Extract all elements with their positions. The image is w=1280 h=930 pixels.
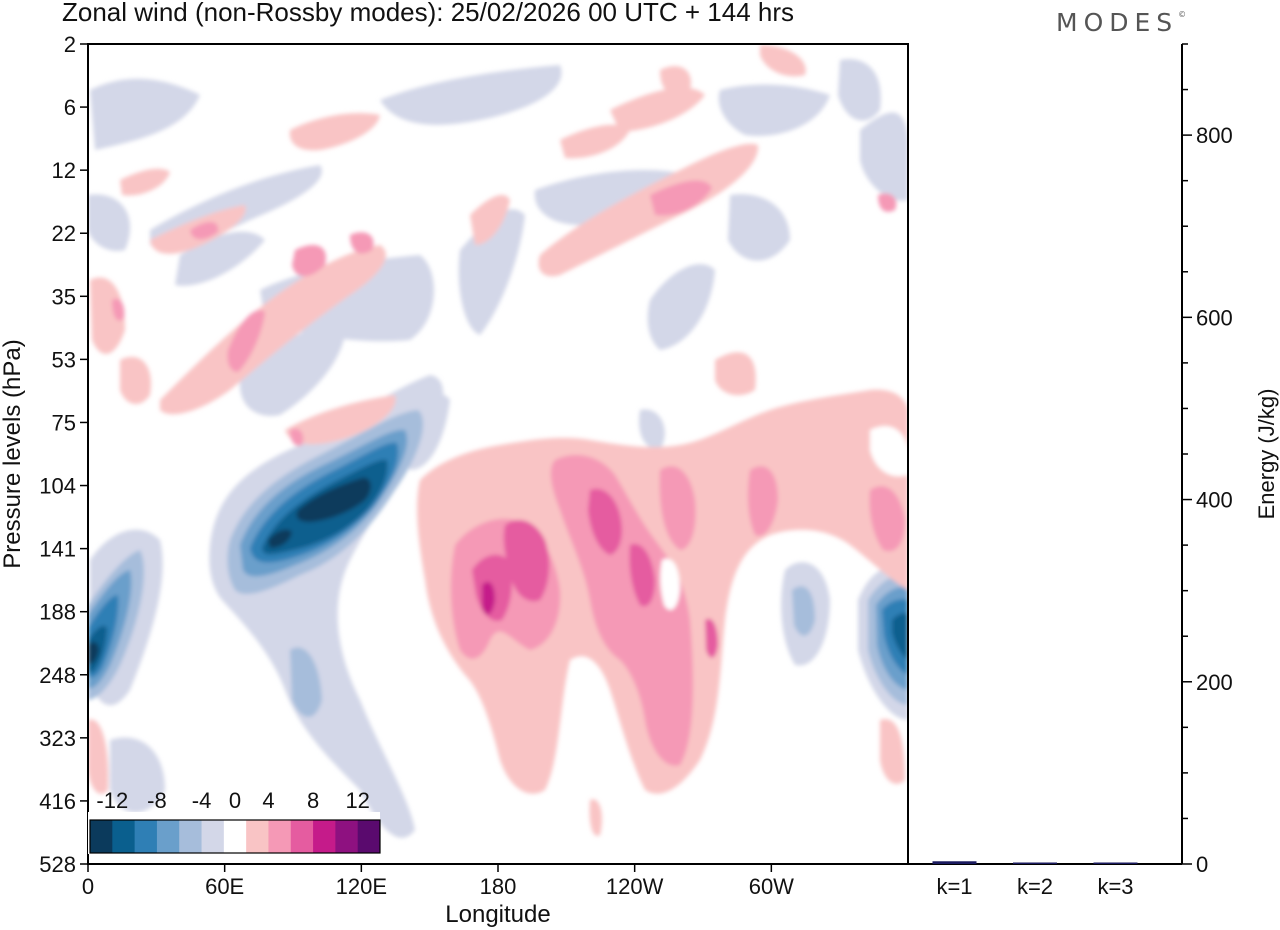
colorbar-swatch bbox=[179, 820, 203, 853]
colorbar-swatch bbox=[134, 820, 158, 853]
modes-logo: MODES© bbox=[1056, 8, 1187, 37]
x-tick-label: 60E bbox=[205, 874, 244, 899]
colorbar-swatch bbox=[156, 820, 180, 853]
y-tick-label: 22 bbox=[52, 221, 76, 246]
weak-positive-areas bbox=[88, 45, 905, 836]
colorbar-label: -8 bbox=[147, 788, 167, 813]
colorbar-label: 8 bbox=[307, 788, 319, 813]
y-tick-label: 6 bbox=[64, 95, 76, 120]
negative-jet-0e bbox=[88, 550, 144, 700]
y-tick-label: 323 bbox=[39, 726, 76, 751]
y-tick-label: 53 bbox=[52, 347, 76, 372]
y-tick-label: 416 bbox=[39, 789, 76, 814]
colorbar-label: 4 bbox=[262, 788, 274, 813]
colorbar-label: 0 bbox=[229, 788, 241, 813]
chart-title: Zonal wind (non-Rossby modes): 25/02/202… bbox=[62, 0, 794, 27]
colorbar-swatch bbox=[201, 820, 225, 853]
colorbar-swatch bbox=[357, 820, 381, 853]
colorbar-swatch bbox=[335, 820, 359, 853]
energy-bar bbox=[1093, 862, 1138, 864]
colorbar-swatch bbox=[112, 820, 136, 853]
energy-tick-label: 800 bbox=[1196, 123, 1233, 148]
energy-bar bbox=[932, 861, 977, 864]
y-tick-label: 188 bbox=[39, 600, 76, 625]
zonal-wind-contour-field bbox=[88, 44, 908, 864]
colorbar-swatch bbox=[313, 820, 336, 853]
x-tick-label: 180 bbox=[480, 874, 517, 899]
colorbar: -12 -8 -4 0 4 8 12 bbox=[88, 788, 381, 854]
energy-category-label: k=3 bbox=[1097, 874, 1133, 899]
y-tick-label: 528 bbox=[39, 852, 76, 877]
y-axis-label: Pressure levels (hPa) bbox=[0, 339, 26, 568]
energy-tick-label: 200 bbox=[1196, 670, 1233, 695]
energy-tick-label: 400 bbox=[1196, 488, 1233, 513]
axes: 0 60E 120E 180 120W 60W 2 6 12 22 35 53 75 104 141 188… bbox=[0, 32, 1279, 928]
energy-category-label: k=1 bbox=[936, 874, 972, 899]
colorbar-frame bbox=[89, 819, 381, 854]
positive-jet-central-pacific bbox=[417, 389, 908, 794]
x-tick-label: 120E bbox=[336, 874, 387, 899]
energy-tick-label: 0 bbox=[1196, 852, 1208, 877]
colorbar-swatch bbox=[223, 820, 247, 853]
colorbar-label: -4 bbox=[192, 788, 212, 813]
x-axis-label: Longitude bbox=[445, 901, 550, 928]
x-tick-label: 0 bbox=[82, 874, 94, 899]
y-tick-label: 75 bbox=[52, 410, 76, 435]
x-tick-label: 60W bbox=[749, 874, 794, 899]
y-tick-label: 2 bbox=[64, 32, 76, 57]
moderate-positive-bands bbox=[112, 180, 897, 446]
y-tick-label: 12 bbox=[52, 158, 76, 183]
colorbar-label: -12 bbox=[96, 788, 128, 813]
x-tick-label: 120W bbox=[606, 874, 664, 899]
colorbar-swatch bbox=[268, 820, 292, 853]
negative-jet-355e bbox=[792, 573, 908, 705]
energy-axis-label: Energy (J/kg) bbox=[1254, 389, 1279, 520]
energy-category-label: k=2 bbox=[1017, 874, 1053, 899]
colorbar-swatch bbox=[90, 820, 113, 853]
colorbar-label: 12 bbox=[345, 788, 369, 813]
y-tick-label: 104 bbox=[39, 474, 76, 499]
energy-tick-label: 600 bbox=[1196, 305, 1233, 330]
y-tick-label: 35 bbox=[52, 284, 76, 309]
colorbar-swatch bbox=[290, 820, 314, 853]
colorbar-swatch bbox=[246, 820, 269, 853]
y-tick-label: 141 bbox=[39, 537, 76, 562]
y-tick-label: 248 bbox=[39, 663, 76, 688]
energy-bar bbox=[1013, 862, 1057, 864]
